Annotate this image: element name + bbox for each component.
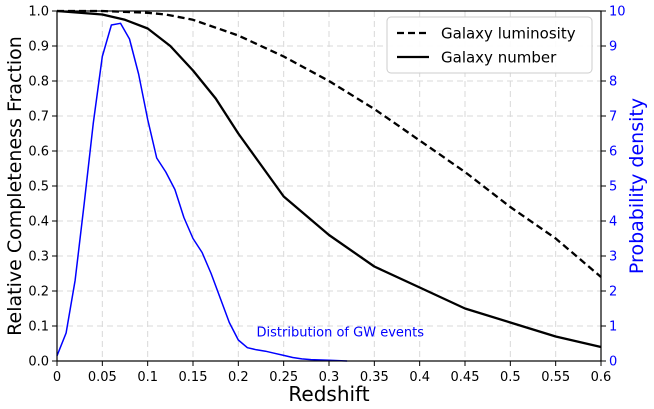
y-right-tick-label: 3 (609, 250, 617, 265)
x-tick-label: 0.4 (409, 370, 430, 385)
x-tick-label: 0.05 (88, 370, 117, 385)
y-left-tick-label: 0.9 (28, 40, 49, 55)
series-line-galaxy-number (56, 9, 602, 349)
x-tick-label: 0.35 (360, 370, 389, 385)
x-tick-label: 0.2 (228, 370, 249, 385)
legend: Galaxy luminosity Galaxy number (386, 16, 593, 74)
y-right-tick-label: 7 (609, 110, 617, 125)
x-tick-label: 0.5 (500, 370, 521, 385)
y-right-tick-label: 5 (609, 180, 617, 195)
legend-label-galaxy-luminosity: Galaxy luminosity (441, 25, 576, 43)
y-right-tick-label: 2 (609, 285, 617, 300)
y-left-axis-ticks: 0.0 0.1 0.2 0.3 0.4 0.5 0.6 0.7 0.8 0.9 1.0 (28, 5, 57, 370)
legend-box (386, 16, 593, 74)
y-left-tick-label: 0.6 (28, 145, 49, 160)
y-left-tick-label: 0.3 (28, 250, 49, 265)
y-left-tick-label: 0.1 (28, 320, 49, 335)
y-right-tick-label: 8 (609, 75, 617, 90)
x-tick-label: 0.3 (319, 370, 340, 385)
y-right-tick-label: 0 (609, 355, 617, 370)
y-left-tick-label: 1.0 (28, 5, 49, 20)
series-layer (56, 9, 602, 362)
y-left-tick-label: 0.7 (28, 110, 49, 125)
y-right-tick-label: 4 (609, 215, 617, 230)
x-tick-label: 0.15 (179, 370, 208, 385)
y-right-tick-label: 6 (609, 145, 617, 160)
series-line-distribution-of-gw-events (56, 22, 348, 362)
x-tick-label: 0.1 (137, 370, 158, 385)
y-left-tick-label: 0.2 (28, 285, 49, 300)
y-left-tick-label: 0.4 (28, 215, 49, 230)
y-left-tick-label: 0.0 (28, 355, 49, 370)
legend-label-galaxy-number: Galaxy number (441, 49, 557, 67)
y-left-tick-label: 0.8 (28, 75, 49, 90)
x-tick-label: 0.6 (591, 370, 612, 385)
gw-distribution-annotation: Distribution of GW events (257, 326, 425, 341)
y-left-tick-label: 0.5 (28, 180, 49, 195)
y-right-tick-label: 10 (609, 5, 626, 20)
x-axis-label: Redshift (288, 382, 369, 406)
x-tick-label: 0.25 (269, 370, 298, 385)
x-tick-label: 0.55 (541, 370, 570, 385)
y-right-axis-label: Probability density (626, 98, 648, 274)
y-left-axis-label: Relative Completeness Fraction (4, 36, 26, 336)
y-right-axis-ticks: 0 1 2 3 4 5 6 7 8 9 10 (601, 5, 626, 370)
y-right-tick-label: 9 (609, 40, 617, 55)
x-axis-ticks: 0 0.05 0.1 0.15 0.2 0.25 0.3 0.35 0.4 0.45 0.5 0.55… (53, 361, 611, 385)
x-tick-label: 0 (53, 370, 61, 385)
y-right-tick-label: 1 (609, 320, 617, 335)
x-tick-label: 0.45 (451, 370, 480, 385)
series-line-galaxy-luminosity (57, 9, 602, 278)
